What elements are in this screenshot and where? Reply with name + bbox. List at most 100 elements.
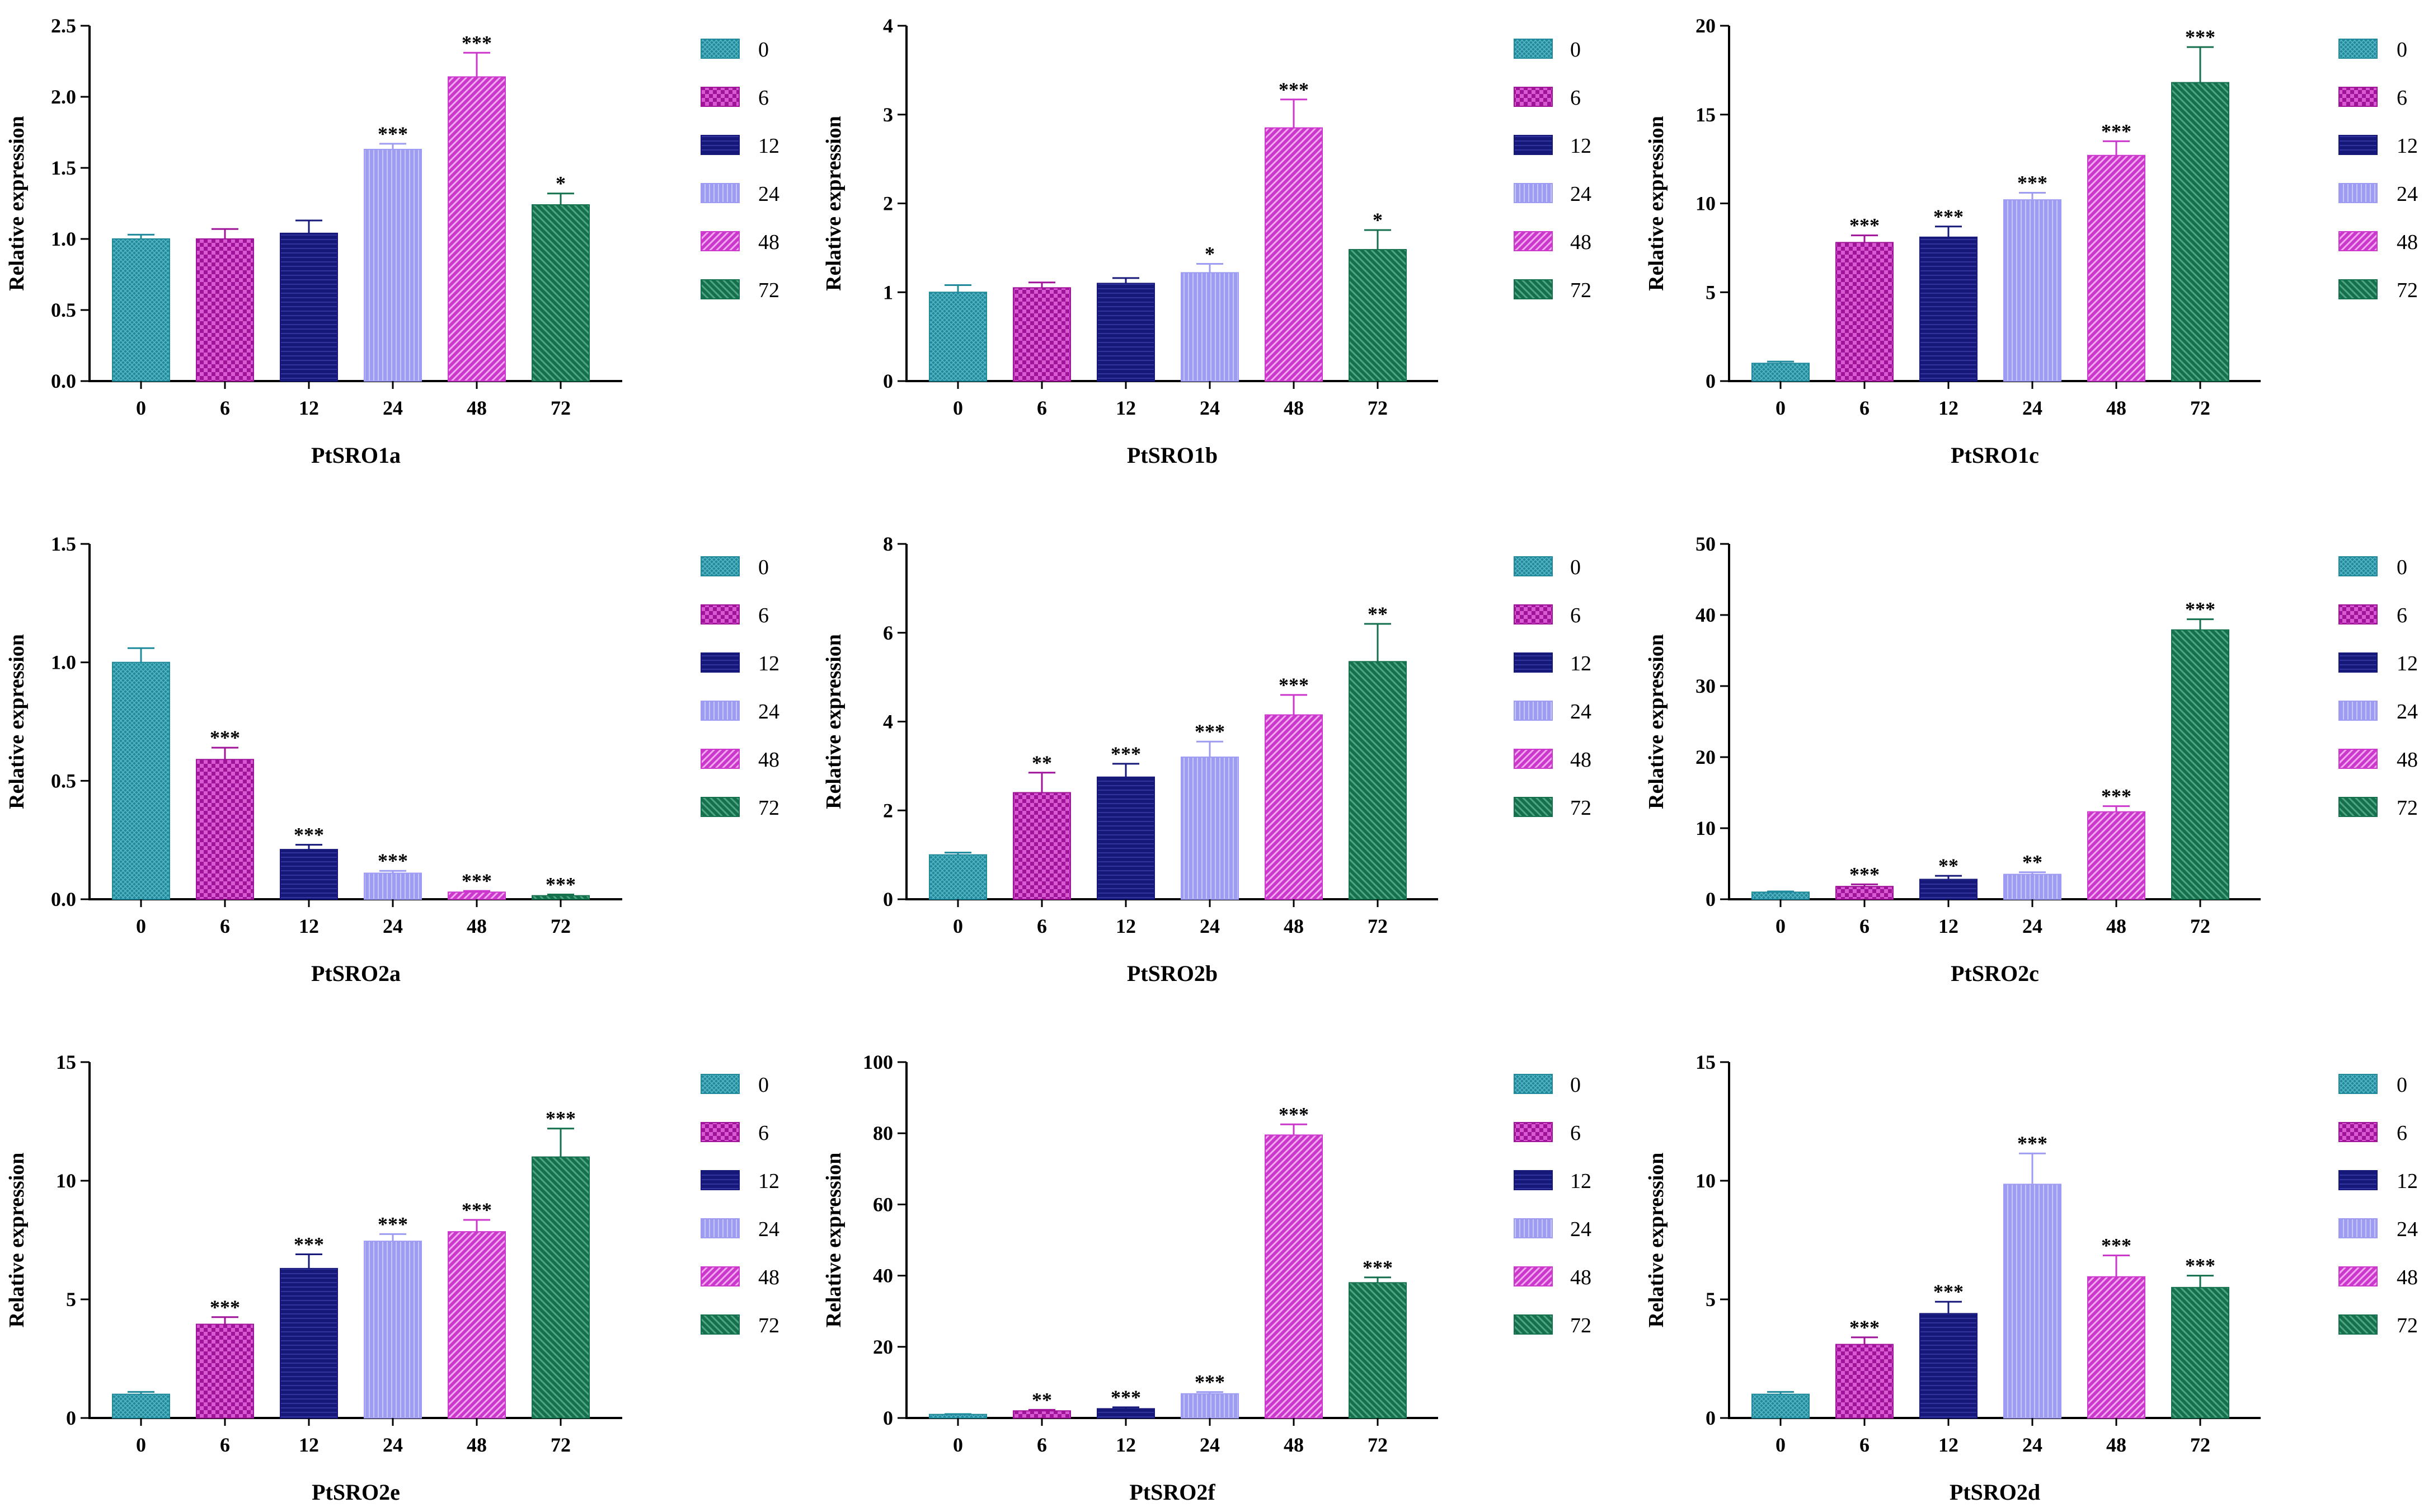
y-tick-label: 15 xyxy=(56,1051,76,1073)
bar-6 xyxy=(196,1323,254,1419)
legend-swatch-12 xyxy=(1514,1170,1553,1190)
x-tick-label: 12 xyxy=(299,915,319,937)
bar-48 xyxy=(1265,1134,1323,1419)
legend-swatch-0 xyxy=(701,556,740,576)
legend-label: 6 xyxy=(1570,86,1581,110)
legend-label: 0 xyxy=(2397,1073,2407,1097)
y-tick-label: 20 xyxy=(1695,15,1716,37)
legend-label: 0 xyxy=(1570,556,1581,579)
legend-label: 12 xyxy=(1570,134,1591,158)
significance-label: *** xyxy=(2017,171,2047,194)
bar-72 xyxy=(2171,1286,2229,1419)
bar-12 xyxy=(280,849,338,900)
legend-label: 12 xyxy=(2397,652,2418,675)
y-tick-label: 40 xyxy=(1695,604,1716,626)
y-tick-label: 20 xyxy=(1695,746,1716,768)
legend: 0 6 12 24 48 72 xyxy=(1514,556,1591,820)
x-tick-label: 24 xyxy=(2022,397,2042,419)
legend-swatch-72 xyxy=(1514,1314,1553,1335)
legend-swatch-12 xyxy=(2338,135,2378,155)
legend-label: 24 xyxy=(2397,182,2418,206)
y-tick-label: 60 xyxy=(873,1193,893,1215)
bar-48 xyxy=(448,891,506,900)
legend-label: 12 xyxy=(758,134,779,158)
y-tick-label: 15 xyxy=(1695,104,1716,126)
legend-label: 48 xyxy=(2397,231,2418,254)
legend-label: 48 xyxy=(758,1266,779,1289)
bar-72 xyxy=(532,1156,590,1419)
chart-title: PtSRO2d xyxy=(1950,1480,2040,1505)
x-tick-label: 12 xyxy=(299,1434,319,1456)
x-tick-label: 48 xyxy=(1284,915,1304,937)
significance-label: *** xyxy=(1933,1280,1964,1303)
x-tick-label: 6 xyxy=(1037,1434,1047,1456)
y-tick-label: 10 xyxy=(1695,192,1716,215)
legend: 0 6 12 24 48 72 xyxy=(2338,38,2418,302)
y-tick-label: 0 xyxy=(1706,888,1716,910)
x-tick-label: 6 xyxy=(1859,915,1870,937)
significance-label: *** xyxy=(1279,674,1309,696)
significance-label: *** xyxy=(378,123,408,145)
x-tick-label: 24 xyxy=(1200,915,1220,937)
legend-label: 72 xyxy=(1570,279,1591,302)
legend-swatch-0 xyxy=(1514,39,1553,59)
bar-0 xyxy=(112,661,170,900)
panel-ptsro2a: 0.0 0.5 1.0 1.5 Relative expression 0 *** 6 *** 1… xyxy=(5,533,779,986)
x-tick-label: 24 xyxy=(383,1434,403,1456)
significance-label: *** xyxy=(1195,720,1225,743)
bar-72 xyxy=(2171,629,2229,900)
bar-12 xyxy=(280,1267,338,1419)
legend-label: 12 xyxy=(2397,134,2418,158)
y-tick-label: 1 xyxy=(883,281,893,303)
legend-swatch-48 xyxy=(701,231,740,251)
bar-72 xyxy=(1349,661,1407,900)
x-tick-label: 6 xyxy=(1859,397,1870,419)
significance-label: *** xyxy=(378,1213,408,1235)
bar-6 xyxy=(1013,1410,1071,1419)
bar-0 xyxy=(112,1393,170,1419)
legend-label: 48 xyxy=(1570,748,1591,772)
bar-24 xyxy=(2003,1184,2061,1419)
legend-label: 72 xyxy=(758,279,779,302)
legend-swatch-6 xyxy=(1514,87,1553,107)
bar-6 xyxy=(1013,287,1071,382)
bar-48 xyxy=(448,76,506,382)
x-tick-label: 0 xyxy=(953,915,963,937)
x-tick-label: 24 xyxy=(2022,1434,2042,1456)
legend: 0 6 12 24 48 72 xyxy=(2338,556,2418,820)
legend-label: 12 xyxy=(1570,652,1591,675)
legend-swatch-6 xyxy=(2338,87,2378,107)
y-tick-label: 0 xyxy=(66,1407,76,1429)
significance-label: ** xyxy=(1032,1388,1052,1411)
x-tick-label: 12 xyxy=(1938,397,1958,419)
y-axis-label: Relative expression xyxy=(5,634,29,809)
x-tick-label: 72 xyxy=(551,397,571,419)
x-tick-label: 48 xyxy=(467,915,487,937)
legend-swatch-12 xyxy=(2338,1170,2378,1190)
legend-label: 24 xyxy=(758,700,779,724)
legend-label: 24 xyxy=(1570,1218,1591,1241)
chart-title: PtSRO1a xyxy=(311,443,401,468)
x-tick-label: 6 xyxy=(220,397,230,419)
panel-ptsro2d: 0 5 10 15 Relative expression 0 *** 6 *** 12 *** 24… xyxy=(1645,1051,2418,1505)
x-tick-label: 48 xyxy=(1284,397,1304,419)
y-tick-label: 3 xyxy=(883,104,893,126)
y-tick-label: 100 xyxy=(863,1051,893,1073)
x-tick-label: 48 xyxy=(2106,1434,2126,1456)
legend-swatch-24 xyxy=(2338,701,2378,721)
x-tick-label: 0 xyxy=(953,397,963,419)
bar-0 xyxy=(1751,891,1810,900)
significance-label: *** xyxy=(2185,26,2215,48)
legend-swatch-12 xyxy=(701,1170,740,1190)
legend-swatch-0 xyxy=(1514,556,1553,576)
y-tick-label: 10 xyxy=(56,1170,76,1192)
significance-label: *** xyxy=(1279,1103,1309,1125)
legend-label: 48 xyxy=(1570,231,1591,254)
legend-swatch-72 xyxy=(2338,797,2378,817)
legend-swatch-72 xyxy=(701,1314,740,1335)
significance-label: *** xyxy=(1363,1256,1393,1279)
bar-72 xyxy=(1349,249,1407,382)
legend-label: 12 xyxy=(1570,1170,1591,1193)
panel-ptsro1a: 0.0 0.5 1.0 1.5 2.0 2.5 Relative expression 0 6 1… xyxy=(5,15,779,468)
legend-label: 24 xyxy=(2397,700,2418,724)
